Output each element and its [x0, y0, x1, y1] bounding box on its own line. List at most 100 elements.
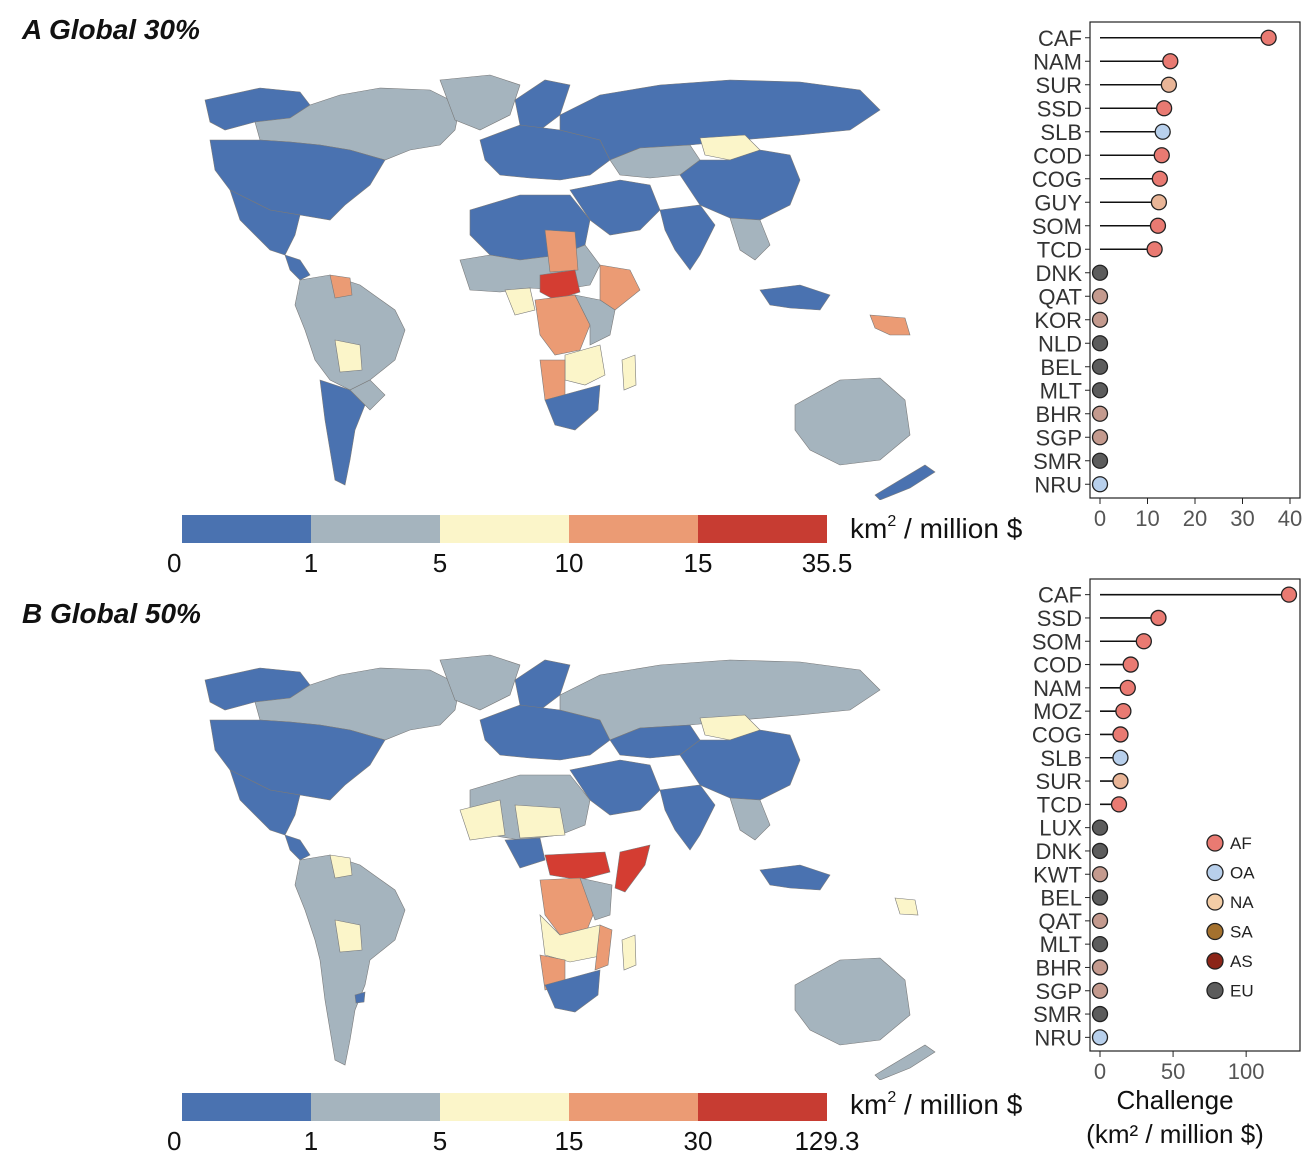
lollipop-point: [1091, 335, 1109, 352]
map-a-madagascar: [621, 354, 637, 391]
map-a-china: [679, 149, 801, 221]
category-label: SUR: [1036, 73, 1082, 98]
x-axis-unit: (km² / million $): [1086, 1119, 1264, 1149]
colorbar-a-break-label: 10: [555, 548, 584, 578]
colorbar-a-segment-2: [440, 515, 569, 543]
x-tick-label: 10: [1135, 506, 1159, 531]
region-legend-label: AF: [1230, 834, 1252, 853]
map-b-middle-east: [569, 759, 661, 816]
region-legend-label: EU: [1230, 982, 1254, 1001]
map-b-south-america: [294, 854, 406, 1066]
category-label: COG: [1032, 722, 1082, 747]
map-b-east-africa: [579, 877, 613, 921]
map-b-se-asia: [729, 797, 771, 841]
map-b-west-africa: [504, 837, 546, 869]
map-b-russia: [559, 659, 881, 741]
colorbar-b-segment-4: [698, 1093, 827, 1121]
category-label: NLD: [1038, 331, 1082, 356]
map-a-australia: [794, 377, 911, 466]
x-tick-label: 50: [1161, 1059, 1185, 1084]
lollipop-point: [1151, 170, 1169, 187]
category-label: SGP: [1036, 979, 1082, 1004]
lollipop-point: [1091, 382, 1109, 399]
map-a-bolivia: [334, 339, 363, 373]
lollipop-chart-a: CAFNAMSURSSDSLBCODCOGGUYSOMTCDDNKQATKORN…: [1032, 21, 1302, 531]
lollipop-point: [1110, 796, 1128, 813]
x-tick-label: 40: [1278, 506, 1302, 531]
category-label: SGP: [1036, 425, 1082, 450]
lollipop-point: [1154, 123, 1171, 140]
category-label: GUY: [1034, 190, 1082, 215]
lollipop-point: [1155, 100, 1173, 117]
colorbar-b-segment-2: [440, 1093, 569, 1121]
lollipop-point: [1146, 241, 1163, 258]
lollipop-point: [1119, 679, 1136, 696]
map-b-indonesia: [759, 864, 831, 891]
map-a-greenland: [439, 74, 521, 131]
map-a-namibia: [539, 359, 566, 401]
region-legend-label: NA: [1230, 893, 1254, 912]
lollipop-point: [1091, 311, 1109, 328]
colorbar-a-break-label: 15: [684, 548, 713, 578]
map-b-bolivia: [334, 919, 363, 953]
region-legend-label: AS: [1230, 952, 1253, 971]
category-label: BEL: [1040, 886, 1082, 911]
lollipop-point: [1149, 217, 1167, 234]
colorbar-b-break-label: 30: [684, 1126, 713, 1156]
region-legend-label: SA: [1230, 923, 1253, 942]
region-legend-swatch: [1206, 893, 1224, 911]
colorbar-legend-b: km2 / million $ 0 1 5 15 30 129.3: [167, 1089, 1023, 1156]
map-a-central-america: [284, 254, 311, 281]
colorbar-b-break-label: 1: [304, 1126, 318, 1156]
lollipop-point: [1160, 76, 1178, 93]
colorbar-a-segment-0: [182, 515, 311, 543]
category-label: NAM: [1033, 49, 1082, 74]
map-a-papua: [869, 314, 911, 336]
category-label: QAT: [1038, 284, 1082, 309]
category-label: COG: [1032, 167, 1082, 192]
map-a-east-africa: [574, 294, 616, 346]
lollipop-point: [1091, 429, 1109, 446]
map-a-south-africa: [544, 384, 601, 431]
lollipop-point: [1280, 586, 1298, 603]
colorbar-a-unit: km2 / million $: [850, 513, 1023, 544]
map-a-europe: [479, 124, 611, 181]
colorbar-legend-a: km2 / million $ 0 1 5 10 15 35.5: [167, 513, 1023, 578]
lollipop-point: [1091, 866, 1109, 883]
lollipop-point: [1091, 288, 1109, 305]
category-label: QAT: [1038, 909, 1082, 934]
category-label: LUX: [1039, 816, 1082, 841]
map-b-india: [659, 784, 716, 851]
lollipop-point: [1091, 452, 1109, 469]
colorbar-a-segment-3: [569, 515, 698, 543]
lollipop-point: [1112, 772, 1129, 790]
lollipop-point: [1122, 656, 1139, 673]
colorbar-a-break-label: 5: [433, 548, 447, 578]
category-label: SMR: [1033, 449, 1082, 474]
lollipop-frame: [1089, 21, 1301, 499]
map-a-indonesia: [759, 284, 831, 311]
map-b-central-america: [284, 834, 311, 861]
map-b-papua: [894, 897, 919, 916]
category-label: SLB: [1040, 120, 1082, 145]
map-b-mexico: [229, 769, 301, 836]
category-label: SSD: [1037, 606, 1082, 631]
colorbar-b-segment-3: [569, 1093, 698, 1121]
lollipop-point: [1091, 959, 1109, 976]
colorbar-b-segment-1: [311, 1093, 440, 1121]
lollipop-point: [1091, 405, 1109, 422]
lollipop-point: [1150, 194, 1168, 211]
colorbar-b-segment-0: [182, 1093, 311, 1121]
x-tick-label: 20: [1183, 506, 1207, 531]
x-tick-label: 30: [1230, 506, 1254, 531]
world-map-b: [204, 654, 936, 1080]
map-a-guianas: [329, 274, 353, 299]
map-b-countries: [204, 654, 936, 1080]
category-label: BHR: [1036, 955, 1082, 980]
x-tick-label: 0: [1094, 506, 1106, 531]
category-label: MLT: [1040, 378, 1082, 403]
map-b-somalia: [614, 844, 651, 893]
lollipop-point: [1135, 633, 1152, 650]
map-a-mexico: [229, 189, 301, 256]
map-b-chad-ssd-car: [544, 851, 611, 881]
